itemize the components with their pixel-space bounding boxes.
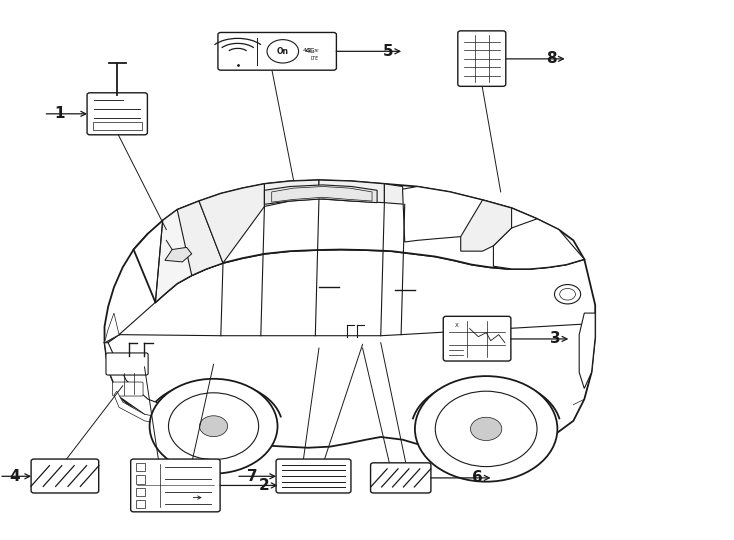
FancyBboxPatch shape [106, 353, 148, 375]
Text: 2: 2 [259, 478, 270, 493]
FancyBboxPatch shape [31, 459, 98, 493]
Text: 6: 6 [472, 470, 483, 485]
Circle shape [554, 285, 581, 304]
Text: 5: 5 [382, 44, 393, 59]
FancyBboxPatch shape [276, 459, 351, 493]
FancyBboxPatch shape [371, 463, 431, 493]
Polygon shape [156, 201, 223, 302]
Circle shape [200, 416, 228, 437]
Polygon shape [385, 184, 404, 204]
Polygon shape [199, 184, 264, 263]
Polygon shape [104, 313, 119, 343]
FancyBboxPatch shape [458, 31, 506, 86]
FancyBboxPatch shape [131, 459, 220, 512]
Text: $4G_{LTE}$: $4G_{LTE}$ [302, 46, 320, 55]
Polygon shape [104, 233, 595, 453]
FancyBboxPatch shape [137, 463, 145, 471]
FancyBboxPatch shape [92, 123, 142, 130]
Polygon shape [165, 247, 192, 262]
FancyBboxPatch shape [218, 32, 336, 70]
FancyBboxPatch shape [112, 382, 143, 396]
Text: 4: 4 [10, 469, 21, 484]
Text: 1: 1 [54, 106, 65, 122]
FancyBboxPatch shape [137, 500, 145, 508]
Text: 4G: 4G [306, 48, 316, 55]
Polygon shape [264, 185, 377, 204]
FancyBboxPatch shape [87, 93, 148, 135]
Text: 3: 3 [550, 332, 561, 347]
Text: 8: 8 [546, 51, 557, 66]
Polygon shape [177, 201, 223, 275]
Polygon shape [461, 200, 512, 251]
Text: X: X [454, 323, 458, 328]
Circle shape [415, 376, 557, 482]
FancyBboxPatch shape [137, 475, 145, 484]
Text: 7: 7 [247, 469, 258, 484]
Text: On: On [277, 47, 288, 56]
Polygon shape [114, 391, 167, 425]
Polygon shape [402, 186, 537, 242]
FancyBboxPatch shape [137, 488, 145, 496]
Polygon shape [134, 180, 584, 302]
Circle shape [150, 379, 277, 474]
FancyBboxPatch shape [443, 316, 511, 361]
Polygon shape [319, 180, 385, 202]
Polygon shape [493, 208, 584, 269]
Polygon shape [104, 343, 170, 423]
Polygon shape [264, 180, 319, 206]
Text: LTE: LTE [310, 56, 319, 60]
Polygon shape [579, 313, 595, 388]
Circle shape [470, 417, 502, 441]
